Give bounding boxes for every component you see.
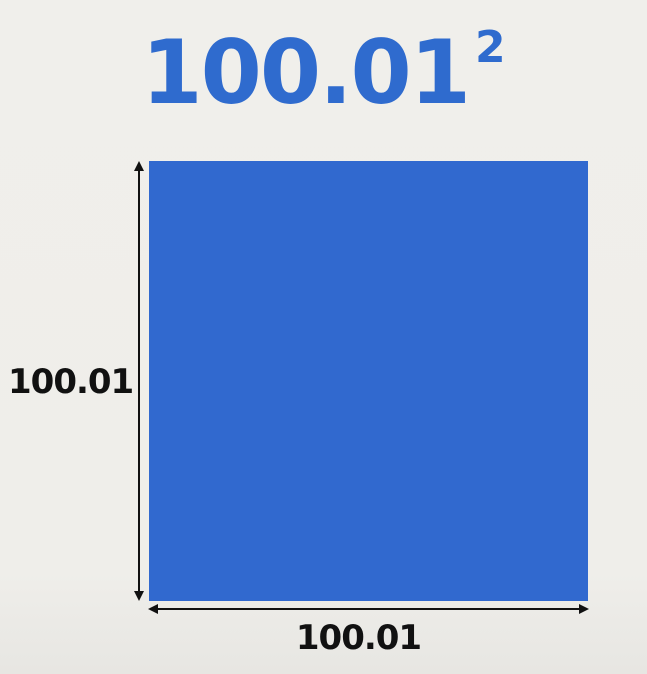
height-label: 100.01 [8,362,134,402]
width-label: 100.01 [295,618,422,658]
blue-square [149,161,588,601]
height-arrow [134,161,144,601]
width-arrow [148,604,589,614]
title-base: 100.01 [141,21,471,124]
width-arrow-left-head [148,604,158,614]
page-title: 100.01 2 [0,18,647,128]
height-arrow-bottom-head [134,591,144,601]
title-exponent: 2 [474,22,506,73]
height-arrow-top-head [134,161,144,171]
width-arrow-right-head [579,604,589,614]
